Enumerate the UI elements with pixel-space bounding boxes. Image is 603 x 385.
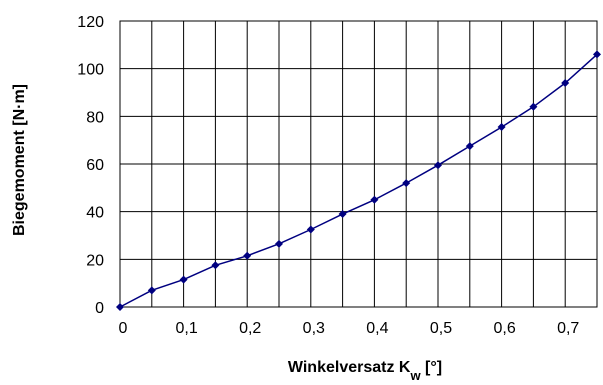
data-point [338,210,347,219]
x-axis-title-subscript: w [409,368,421,383]
y-tick-label: 20 [86,252,104,269]
series-line [119,53,598,308]
x-tick-labels: 0 0,1 0,2 0,3 0,4 0,5 0,6 0,7 [119,320,580,337]
y-tick-label: 120 [77,14,104,31]
data-point [243,251,252,260]
series-markers [116,50,601,311]
x-tick-label: 0,1 [175,320,197,337]
x-tick-label: 0,6 [493,320,515,337]
data-point [147,286,156,295]
y-tick-label: 80 [86,109,104,126]
data-point [434,161,442,170]
x-tick-label: 0,4 [366,320,388,337]
x-tick-label: 0 [119,320,128,337]
data-point [179,275,188,284]
plot-frame [119,20,598,308]
data-point [465,142,474,151]
y-axis-title: Biegemoment [N·m] [11,84,28,236]
y-tick-label: 100 [77,62,104,79]
data-point [275,239,283,248]
y-tick-label: 60 [86,157,104,174]
x-axis-title: Winkelversatz Kw [°] [288,359,442,383]
data-point [402,179,411,188]
data-point [211,261,220,270]
x-tick-label: 0,3 [303,320,325,337]
data-point [497,123,506,132]
x-tick-label: 0,2 [239,320,261,337]
x-tick-label: 0,7 [557,320,579,337]
data-point [116,303,124,311]
x-axis-title-unit: [°] [421,359,443,376]
x-tick-label: 0,5 [430,320,452,337]
x-axis-title-main: Winkelversatz K [288,359,411,376]
y-tick-label: 40 [86,205,104,222]
data-point [370,195,379,204]
y-tick-label: 0 [95,300,104,317]
y-tick-labels: 0 20 40 60 80 100 120 [77,14,104,317]
data-point [306,225,315,234]
grid-lines [120,21,597,307]
data-point [593,50,601,59]
data-point [529,102,538,111]
data-point [561,78,570,87]
